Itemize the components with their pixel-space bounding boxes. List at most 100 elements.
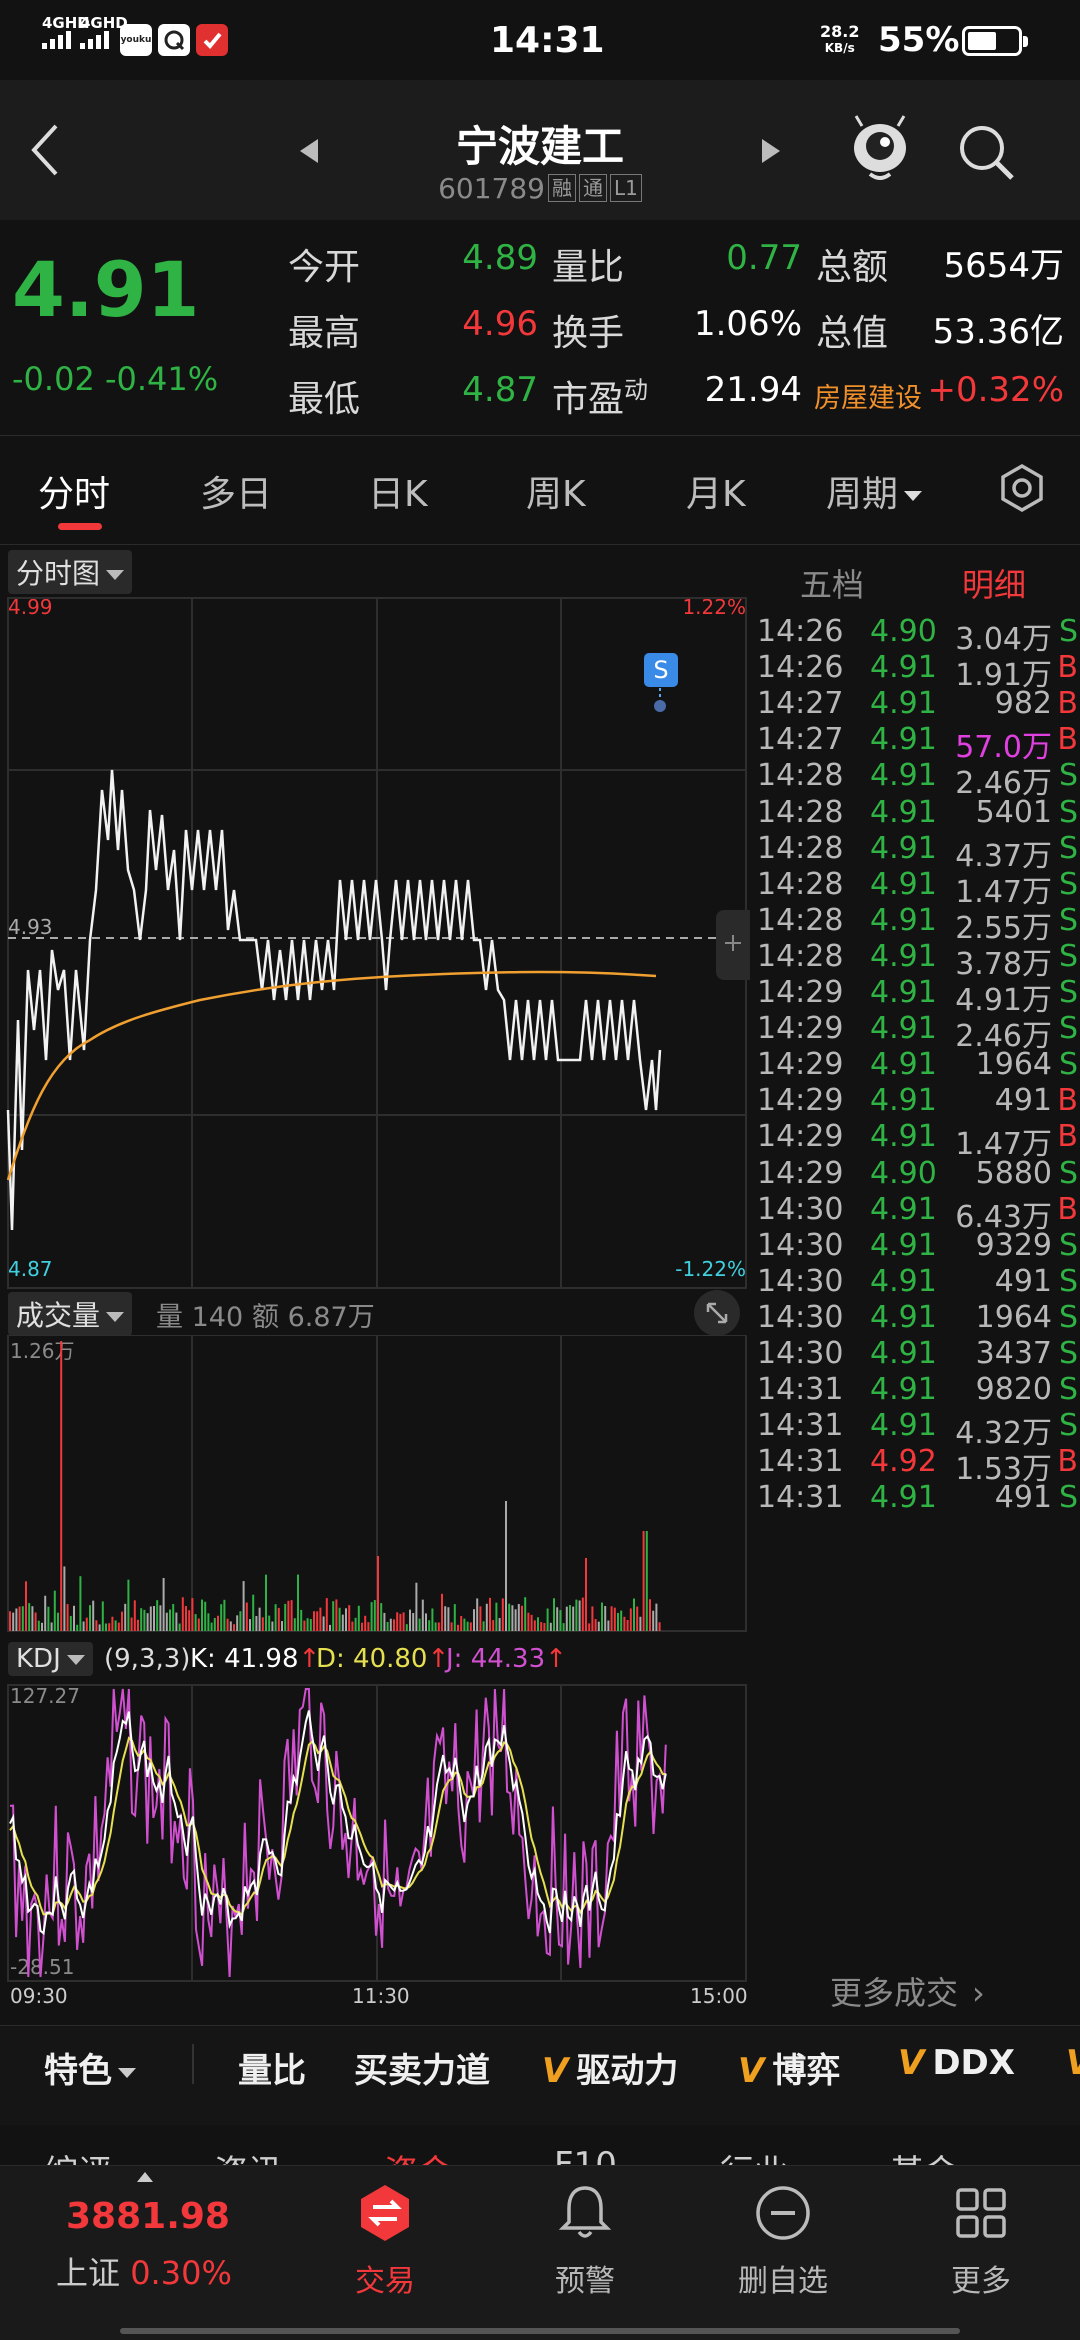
nav-alert[interactable]: 预警 xyxy=(520,2182,650,2300)
func-more-v[interactable]: V xyxy=(1066,2043,1080,2083)
volume-bar xyxy=(159,1605,162,1631)
func-ddx[interactable]: V DDX xyxy=(898,2043,1015,2083)
trade-row: 14:28 4.91 5401 S xyxy=(755,793,1080,830)
feature-dropdown[interactable]: 特色 xyxy=(44,2043,136,2092)
tab-five-levels[interactable]: 五档 xyxy=(800,566,865,604)
trade-time: 14:28 xyxy=(757,758,844,794)
index-info[interactable]: 上证 0.30% xyxy=(56,2254,232,2292)
volume-bar xyxy=(498,1618,501,1631)
more-trades-link[interactable]: 更多成交 › xyxy=(830,1974,985,2012)
tab-weekly-k[interactable]: 周K xyxy=(526,474,586,515)
next-stock-button[interactable] xyxy=(758,136,784,170)
info-tab-f10[interactable]: F10 xyxy=(554,2145,617,2165)
volume-bar xyxy=(479,1606,482,1631)
expand-chart-button[interactable] xyxy=(694,1290,740,1336)
volume-bar xyxy=(658,1622,661,1631)
volume-bar xyxy=(594,1619,597,1631)
func-volume-ratio[interactable]: 量比 xyxy=(238,2051,306,2091)
func-game[interactable]: V 博弈 xyxy=(738,2051,841,2091)
trade-price: 4.91 xyxy=(870,1227,937,1263)
trade-row: 14:28 4.91 3.78万 S xyxy=(755,937,1080,982)
trade-volume: 1.91万 xyxy=(955,658,1052,694)
volume-bar xyxy=(652,1610,655,1631)
trade-row: 14:28 4.91 2.46万 S xyxy=(755,756,1080,801)
trade-volume: 1.53万 xyxy=(955,1452,1052,1488)
sell-marker[interactable]: S xyxy=(644,653,678,687)
nav-more[interactable]: 更多 xyxy=(916,2182,1046,2300)
trade-price: 4.91 xyxy=(870,794,937,830)
volume-bar xyxy=(217,1615,219,1631)
nav-trade[interactable]: 交易 xyxy=(320,2182,450,2300)
volume-bar xyxy=(98,1624,101,1631)
info-tab-fund[interactable]: 基金 xyxy=(890,2145,958,2165)
info-tab-review[interactable]: 综评 xyxy=(44,2145,112,2165)
sector-change[interactable]: +0.32% xyxy=(927,370,1065,410)
volume-bar xyxy=(229,1621,232,1631)
info-tab-news[interactable]: 资讯 xyxy=(214,2145,282,2165)
home-indicator[interactable] xyxy=(120,2328,960,2334)
prev-stock-button[interactable] xyxy=(296,136,322,170)
tab-trade-detail[interactable]: 明细 xyxy=(962,566,1027,604)
search-button[interactable] xyxy=(954,120,1018,188)
trade-side: S xyxy=(1058,975,1078,1010)
trade-time: 14:29 xyxy=(757,1083,844,1119)
trade-row: 14:28 4.91 2.55万 S xyxy=(755,901,1080,946)
volume-bar xyxy=(252,1594,255,1631)
trade-row: 14:31 4.91 4.32万 S xyxy=(755,1406,1080,1451)
volume-bar xyxy=(604,1606,607,1631)
volume-bar xyxy=(207,1613,210,1631)
tab-intraday[interactable]: 分时 xyxy=(38,474,111,515)
info-tabs-row: 综评 资讯 资金 F10 行业 基金 xyxy=(0,2125,1080,2165)
trade-volume: 1.47万 xyxy=(955,1127,1052,1163)
func-buy-sell-force[interactable]: 买卖力道 xyxy=(354,2051,490,2091)
trade-price: 4.90 xyxy=(870,614,937,649)
value-high: 4.96 xyxy=(462,304,538,344)
trade-time: 14:28 xyxy=(757,866,844,902)
trade-price: 4.91 xyxy=(870,830,937,866)
volume-bar xyxy=(377,1556,379,1631)
y-low-label: 4.87 xyxy=(8,1257,53,1281)
func-driving-force[interactable]: V 驱动力 xyxy=(542,2051,679,2091)
info-tab-funds[interactable]: 资金 xyxy=(384,2145,452,2165)
crosshair-toggle[interactable] xyxy=(716,910,750,980)
volume-bar xyxy=(412,1612,415,1631)
info-tab-industry[interactable]: 行业 xyxy=(720,2145,788,2165)
volume-bar xyxy=(457,1624,459,1631)
index-value[interactable]: 3881.98 xyxy=(66,2196,230,2237)
pct-low-label: -1.22% xyxy=(675,1257,746,1281)
trade-side: S xyxy=(1058,794,1078,830)
back-button[interactable] xyxy=(24,120,64,184)
signal-bars-icon xyxy=(80,31,109,49)
volume-bar xyxy=(53,1590,56,1631)
chart-settings-button[interactable] xyxy=(996,462,1048,518)
label-volume-ratio: 量比 xyxy=(552,247,625,288)
trade-time: 14:27 xyxy=(757,722,844,758)
trade-volume: 9820 xyxy=(975,1372,1052,1408)
volume-bar xyxy=(287,1600,290,1631)
tab-monthly-k[interactable]: 月K xyxy=(686,474,746,515)
kdj-dropdown[interactable]: KDJ xyxy=(8,1642,93,1676)
volume-dropdown[interactable]: 成交量 xyxy=(8,1292,133,1336)
trade-side: S xyxy=(1058,1299,1078,1335)
tab-period[interactable]: 周期 xyxy=(826,465,923,517)
nav-remove-watchlist[interactable]: 删自选 xyxy=(718,2182,848,2300)
trade-side: S xyxy=(1058,1336,1078,1371)
trade-volume: 491 xyxy=(994,1263,1052,1299)
sector-name[interactable]: 房屋建设 xyxy=(814,383,922,414)
volume-bar xyxy=(281,1621,283,1631)
value-turnover-amount: 5654万 xyxy=(943,246,1064,286)
volume-bar xyxy=(431,1608,434,1631)
trade-price: 4.91 xyxy=(870,1299,937,1335)
volume-bar xyxy=(89,1605,91,1631)
kdj-k-value: K: 41.98↑ xyxy=(190,1644,321,1674)
clock: 14:31 xyxy=(490,20,605,61)
tab-multi-day[interactable]: 多日 xyxy=(200,474,273,515)
intraday-chart xyxy=(6,597,747,1289)
tab-daily-k[interactable]: 日K xyxy=(368,474,428,515)
trade-row: 14:27 4.91 57.0万 B xyxy=(755,720,1080,765)
intraday-dropdown[interactable]: 分时图 xyxy=(8,550,133,594)
chevron-left-icon xyxy=(31,124,58,176)
mascot-button[interactable] xyxy=(848,112,912,188)
volume-bar xyxy=(325,1598,328,1631)
volume-bar xyxy=(421,1599,424,1631)
